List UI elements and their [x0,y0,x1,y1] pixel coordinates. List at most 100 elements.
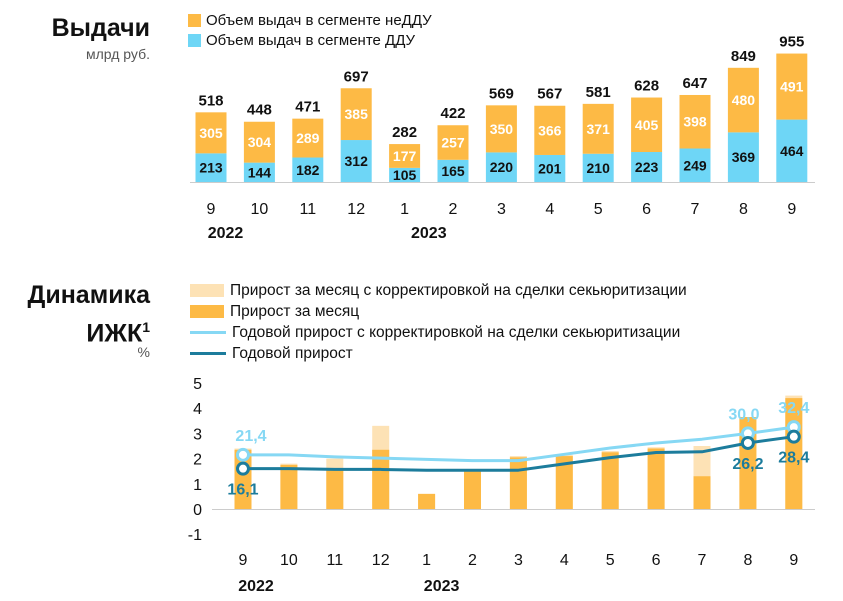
bar-non-ddu [534,105,566,155]
bar-ddu [340,140,372,182]
bar-monthly [647,448,665,509]
year-label-2022: 2022 [238,578,274,595]
bar-non-ddu [243,121,275,163]
legend-line-annual [190,352,226,355]
bar-monthly [418,493,436,509]
bar-label-non-ddu: 405 [635,117,659,133]
bar-label-ddu: 464 [780,143,804,159]
annotation-annual: 16,1 [227,482,258,499]
bar-label-ddu: 213 [199,160,223,176]
bar-label-non-ddu: 257 [441,135,465,151]
bar-monthly [464,471,481,509]
bar-monthly [509,457,527,509]
y-tick-label: 2 [193,452,202,469]
ijk-title: Динамика ИЖК1 [28,279,150,349]
bar-label-non-ddu: 177 [393,148,417,164]
bar-ddu [631,152,663,182]
legend-label-annual-adjusted: Годовой прирост с корректировкой на сдел… [232,323,681,341]
ijk-title-line2: ИЖК1 [28,311,150,349]
y-tick-label: 0 [193,502,202,519]
legend-item-annual: Годовой прирост [190,343,687,364]
x-tick-label: 4 [560,552,569,569]
x-tick-label: 10 [251,201,269,218]
bar-total-label: 581 [586,84,611,101]
x-tick-label: 9 [239,552,248,569]
year-label-2022: 2022 [208,225,244,242]
bar-non-ddu [582,103,614,154]
x-tick-label: 11 [326,552,343,569]
bar-ddu [534,154,566,182]
bar-total-label: 567 [537,86,562,103]
issuance-legend: Объем выдач в сегменте неДДУ Объем выдач… [188,10,432,50]
bar-label-ddu: 312 [345,153,369,169]
bar-non-ddu [631,97,663,153]
x-tick-label: 6 [642,201,651,218]
legend-label-monthly-adjusted: Прирост за месяц с корректировкой на сде… [230,281,687,299]
year-label-2023: 2023 [424,578,460,595]
bar-label-ddu: 369 [732,149,756,165]
bar-label-ddu: 182 [296,162,320,178]
issuance-unit: млрд руб. [85,46,150,62]
bar-label-ddu: 223 [635,159,659,175]
ijk-legend: Прирост за месяц с корректировкой на сде… [190,280,687,364]
bar-non-ddu [195,112,227,154]
x-tick-label: 8 [743,552,752,569]
bar-label-non-ddu: 304 [248,134,272,150]
legend-item-monthly: Прирост за месяц [190,301,687,322]
legend-swatch-monthly-adjusted [190,284,224,297]
x-tick-label: 2 [468,552,477,569]
legend-line-annual-adjusted [190,331,226,334]
x-tick-label: 11 [299,201,316,218]
x-tick-label: 2 [449,201,458,218]
bar-non-ddu [340,88,372,141]
y-tick-label: 3 [193,426,202,443]
ijk-unit: % [137,344,150,360]
bar-ddu [679,148,711,182]
y-tick-label: 1 [193,477,202,494]
bar-ddu [485,152,517,182]
bar-monthly [693,476,711,509]
bar-ddu [389,167,421,182]
x-tick-label: 7 [698,552,707,569]
bar-label-ddu: 144 [248,164,272,180]
bar-total-label: 647 [682,75,707,92]
bar-label-non-ddu: 385 [345,106,369,122]
line-annual-adjusted [243,425,795,463]
bar-total-label: 955 [779,34,804,51]
marker-annual [786,429,801,444]
bar-total-label: 628 [634,78,659,95]
bar-label-non-ddu: 350 [490,121,514,137]
legend-label-monthly: Прирост за месяц [230,302,360,320]
bar-ddu [582,153,614,182]
bar-label-non-ddu: 366 [538,122,562,138]
x-tick-label: 5 [594,201,603,218]
annotation-annual-adjusted: 32,4 [778,400,809,417]
x-tick-label: 10 [280,552,298,569]
bar-non-ddu [679,94,711,149]
bar-monthly [280,464,298,509]
bar-label-non-ddu: 371 [587,121,611,137]
annotation-annual: 28,4 [778,450,809,467]
line-annual [243,435,795,472]
bar-total-label: 422 [440,105,465,122]
bar-label-ddu: 165 [441,163,465,179]
bar-monthly [372,449,390,509]
legend-item-monthly-adjusted: Прирост за месяц с корректировкой на сде… [190,280,687,301]
x-tick-label: 6 [652,552,661,569]
y-tick-label: -1 [188,527,202,544]
bar-non-ddu [389,144,421,168]
issuance-title: Выдачи [51,14,150,42]
bar-label-non-ddu: 480 [732,92,756,108]
x-tick-label: 8 [739,201,748,218]
legend-label-ddu: Объем выдач в сегменте ДДУ [206,31,416,49]
bar-label-non-ddu: 398 [683,114,707,130]
annotation-annual-adjusted: 21,4 [235,428,266,445]
bar-non-ddu [437,125,469,160]
bar-monthly [555,456,573,509]
x-tick-label: 9 [787,201,796,218]
bar-label-non-ddu: 491 [780,79,804,95]
bar-label-ddu: 105 [393,167,417,183]
bar-label-non-ddu: 289 [296,130,320,146]
y-tick-label: 4 [193,401,202,418]
